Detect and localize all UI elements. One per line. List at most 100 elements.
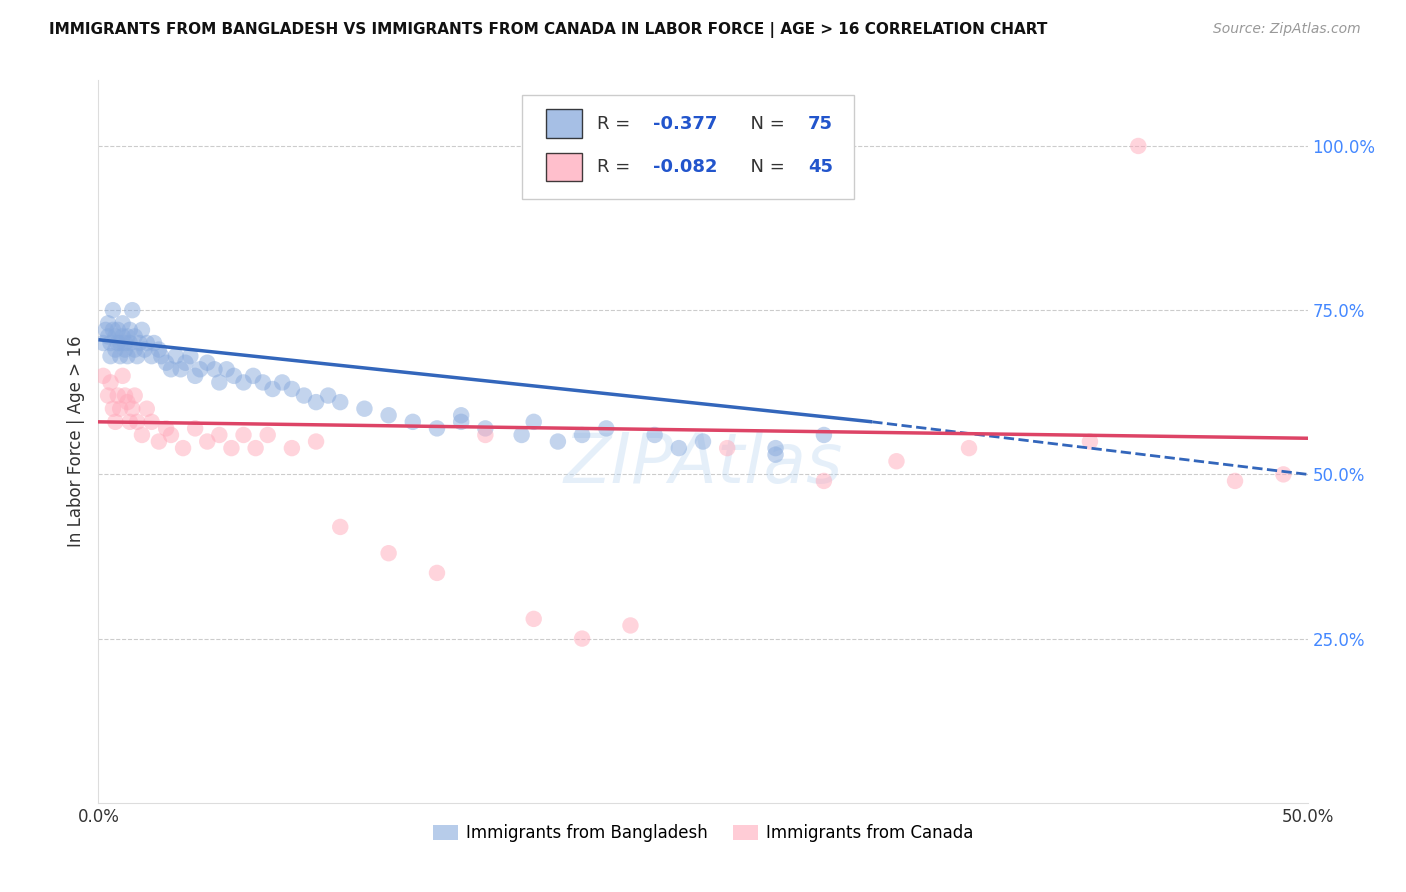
Point <box>271 376 294 390</box>
Text: -0.377: -0.377 <box>654 115 718 133</box>
Point <box>128 336 150 351</box>
Point <box>118 323 141 337</box>
Point <box>134 343 156 357</box>
Point <box>100 336 122 351</box>
Text: N =: N = <box>740 158 790 176</box>
Point <box>813 474 835 488</box>
Text: IMMIGRANTS FROM BANGLADESH VS IMMIGRANTS FROM CANADA IN LABOR FORCE | AGE > 16 C: IMMIGRANTS FROM BANGLADESH VS IMMIGRANTS… <box>49 22 1047 38</box>
Point <box>114 388 136 402</box>
Text: N =: N = <box>740 115 790 133</box>
Point <box>195 356 218 370</box>
Point <box>131 323 153 337</box>
Point <box>104 329 127 343</box>
Point <box>111 368 134 383</box>
Point <box>118 415 141 429</box>
Point <box>107 388 129 402</box>
Point <box>141 349 163 363</box>
Point <box>195 434 218 449</box>
Point <box>232 376 254 390</box>
Point <box>886 454 908 468</box>
Point <box>124 343 146 357</box>
Point <box>184 421 207 435</box>
Point <box>957 441 980 455</box>
Point <box>101 303 124 318</box>
Point <box>135 336 157 351</box>
Point <box>204 362 226 376</box>
Point <box>100 349 122 363</box>
Point <box>765 441 787 455</box>
Point <box>108 336 131 351</box>
Point <box>644 428 666 442</box>
Point <box>221 441 243 455</box>
Point <box>108 349 131 363</box>
Point <box>252 376 274 390</box>
FancyBboxPatch shape <box>522 95 855 200</box>
FancyBboxPatch shape <box>546 109 582 138</box>
Point <box>155 421 177 435</box>
Point <box>329 520 352 534</box>
Point <box>169 362 191 376</box>
Point <box>107 323 129 337</box>
Point <box>353 401 375 416</box>
Text: R =: R = <box>596 158 636 176</box>
Point <box>595 421 617 435</box>
Y-axis label: In Labor Force | Age > 16: In Labor Force | Age > 16 <box>66 335 84 548</box>
Point <box>104 415 127 429</box>
Point <box>245 441 267 455</box>
Point <box>124 329 146 343</box>
Point <box>148 434 170 449</box>
Point <box>141 415 163 429</box>
Text: ZIPAtlas: ZIPAtlas <box>564 430 842 497</box>
Point <box>188 362 211 376</box>
Point <box>668 441 690 455</box>
Point <box>160 362 183 376</box>
Point <box>377 546 399 560</box>
Text: Source: ZipAtlas.com: Source: ZipAtlas.com <box>1213 22 1361 37</box>
Point <box>148 343 170 357</box>
Point <box>127 415 149 429</box>
Point <box>155 356 177 370</box>
Point <box>281 441 304 455</box>
Point <box>619 618 641 632</box>
Point <box>160 428 183 442</box>
Point <box>402 415 425 429</box>
Point <box>165 349 187 363</box>
Point <box>114 336 136 351</box>
Point <box>127 349 149 363</box>
Point <box>426 566 449 580</box>
Point <box>1223 474 1246 488</box>
Legend: Immigrants from Bangladesh, Immigrants from Canada: Immigrants from Bangladesh, Immigrants f… <box>426 817 980 848</box>
Point <box>111 329 134 343</box>
Point <box>242 368 264 383</box>
Point <box>100 376 122 390</box>
Point <box>104 343 127 357</box>
Point <box>124 388 146 402</box>
Point <box>121 303 143 318</box>
Point <box>143 336 166 351</box>
Point <box>94 323 117 337</box>
Point <box>305 395 328 409</box>
Point <box>316 388 339 402</box>
Point <box>97 388 120 402</box>
Point <box>118 336 141 351</box>
Point <box>91 336 114 351</box>
Point <box>114 343 136 357</box>
Point <box>117 395 139 409</box>
Point <box>377 409 399 423</box>
Point <box>111 316 134 330</box>
Point <box>474 421 496 435</box>
Point <box>172 441 194 455</box>
Point <box>107 336 129 351</box>
Point <box>232 428 254 442</box>
Point <box>184 368 207 383</box>
Point <box>523 415 546 429</box>
Point <box>150 349 173 363</box>
Point <box>281 382 304 396</box>
Text: 45: 45 <box>808 158 834 176</box>
Point <box>215 362 238 376</box>
Point <box>135 401 157 416</box>
Point <box>174 356 197 370</box>
Point <box>101 323 124 337</box>
FancyBboxPatch shape <box>546 153 582 181</box>
Point <box>292 388 315 402</box>
